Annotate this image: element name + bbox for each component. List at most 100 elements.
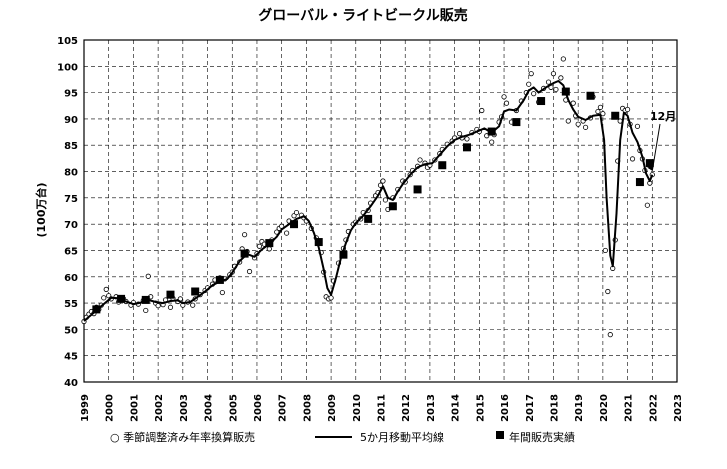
sa-point — [284, 230, 290, 236]
y-axis-label: (100万台) — [34, 182, 48, 237]
y-tick-label: 95 — [64, 89, 78, 100]
sa-point — [553, 86, 559, 93]
x-tick-label: 2010 — [352, 394, 363, 422]
annual-sales-marker — [611, 111, 620, 120]
sa-point — [246, 268, 253, 275]
chart-title: グローバル・ライトビークル販売 — [258, 7, 467, 24]
sa-point — [101, 295, 107, 301]
sa-point — [103, 286, 109, 292]
annual-sales-marker — [413, 185, 422, 194]
y-tick-label: 85 — [64, 141, 78, 152]
axes: 40 45 50 55 60 65 70 75 80 85 90 95 100 105 1999 2000 20… — [57, 36, 684, 422]
sa-point — [595, 108, 601, 115]
series-layer — [81, 56, 655, 338]
sa-point — [634, 123, 641, 129]
legend-item-square: 年間販売実績 — [509, 430, 575, 444]
x-tick-label: 1999 — [80, 394, 91, 422]
sa-point — [219, 289, 225, 296]
sa-point — [489, 139, 495, 145]
annual-sales-marker — [635, 178, 644, 187]
y-tick-label: 55 — [64, 299, 78, 310]
x-tick-label: 2011 — [377, 394, 388, 422]
sa-point — [155, 303, 161, 309]
x-tick-label: 2003 — [179, 394, 190, 422]
annual-sales-marker — [364, 214, 373, 223]
sa-point — [565, 118, 571, 124]
annual-sales-marker — [240, 249, 249, 258]
moving-average-line — [83, 80, 654, 322]
sa-point — [602, 247, 608, 254]
sa-point — [145, 273, 151, 279]
sa-point — [456, 131, 463, 137]
annotation-layer: 12月 — [647, 110, 676, 171]
annual-sales-marker — [141, 295, 150, 304]
x-tick-label: 2004 — [204, 394, 215, 422]
sa-point — [629, 156, 636, 162]
annual-sales-marker — [339, 250, 348, 259]
sa-point — [417, 157, 423, 163]
annual-sales-marker — [586, 91, 595, 100]
annual-sales-marker — [645, 159, 654, 168]
annual-sales-marker — [537, 97, 546, 106]
y-tick-label: 40 — [64, 378, 78, 389]
x-tick-label: 2002 — [154, 394, 165, 422]
annual-sales-marker — [561, 87, 570, 96]
annotation-arrowhead — [647, 164, 654, 171]
x-tick-label: 2007 — [278, 394, 289, 422]
sa-point — [266, 246, 272, 252]
x-tick-label: 2009 — [327, 394, 338, 422]
sa-point — [464, 136, 470, 142]
y-tick-label: 65 — [64, 246, 78, 257]
annual-sales-marker — [191, 287, 200, 296]
sa-point — [528, 71, 534, 77]
sa-point — [558, 75, 564, 81]
sa-point — [328, 295, 334, 301]
sa-point — [550, 71, 557, 77]
y-tick-label: 45 — [64, 352, 78, 363]
x-tick-label: 2005 — [228, 394, 239, 422]
sa-point — [167, 304, 174, 310]
x-tick-label: 2018 — [549, 394, 560, 422]
y-tick-label: 75 — [64, 194, 78, 205]
sa-point — [143, 307, 149, 314]
y-tick-label: 50 — [64, 325, 78, 336]
sa-point — [382, 197, 389, 203]
y-tick-label: 90 — [64, 115, 78, 126]
x-tick-label: 2013 — [426, 394, 437, 422]
x-tick-label: 2014 — [451, 394, 462, 422]
annual-sales-marker — [388, 202, 397, 211]
y-tick-label: 100 — [57, 62, 78, 73]
annual-sales-marker — [438, 161, 447, 170]
annotation-arrow — [651, 123, 661, 171]
x-tick-label: 2017 — [525, 394, 536, 422]
annual-sales-marker — [117, 294, 126, 303]
y-tick-label: 105 — [57, 36, 78, 47]
x-tick-label: 2022 — [648, 394, 659, 422]
annual-sales-marker — [92, 305, 101, 314]
y-tick-label: 80 — [64, 168, 78, 179]
x-tick-label: 2016 — [500, 394, 511, 422]
x-tick-label: 2000 — [105, 394, 116, 422]
sa-point — [605, 288, 611, 295]
x-tick-label: 2019 — [574, 394, 585, 422]
y-tick-label: 60 — [64, 273, 78, 284]
legend-item-circle: ○ 季節調整済み年率換算販売 — [110, 430, 255, 444]
x-tick-label: 2006 — [253, 394, 264, 422]
x-tick-label: 2023 — [673, 394, 684, 422]
sa-point — [624, 106, 631, 113]
plot-frame — [83, 39, 678, 383]
annual-sales-marker — [512, 118, 521, 127]
legend-square-swatch — [496, 431, 504, 439]
x-tick-label: 2015 — [475, 394, 486, 422]
annual-sales-marker — [314, 238, 323, 247]
annual-sales-marker — [290, 220, 299, 229]
sa-point — [526, 81, 532, 87]
sa-point — [644, 202, 650, 208]
sa-point — [582, 124, 589, 130]
sa-point — [501, 94, 507, 100]
x-tick-label: 2012 — [401, 394, 412, 422]
sa-point — [380, 178, 386, 184]
sa-point — [531, 91, 537, 97]
